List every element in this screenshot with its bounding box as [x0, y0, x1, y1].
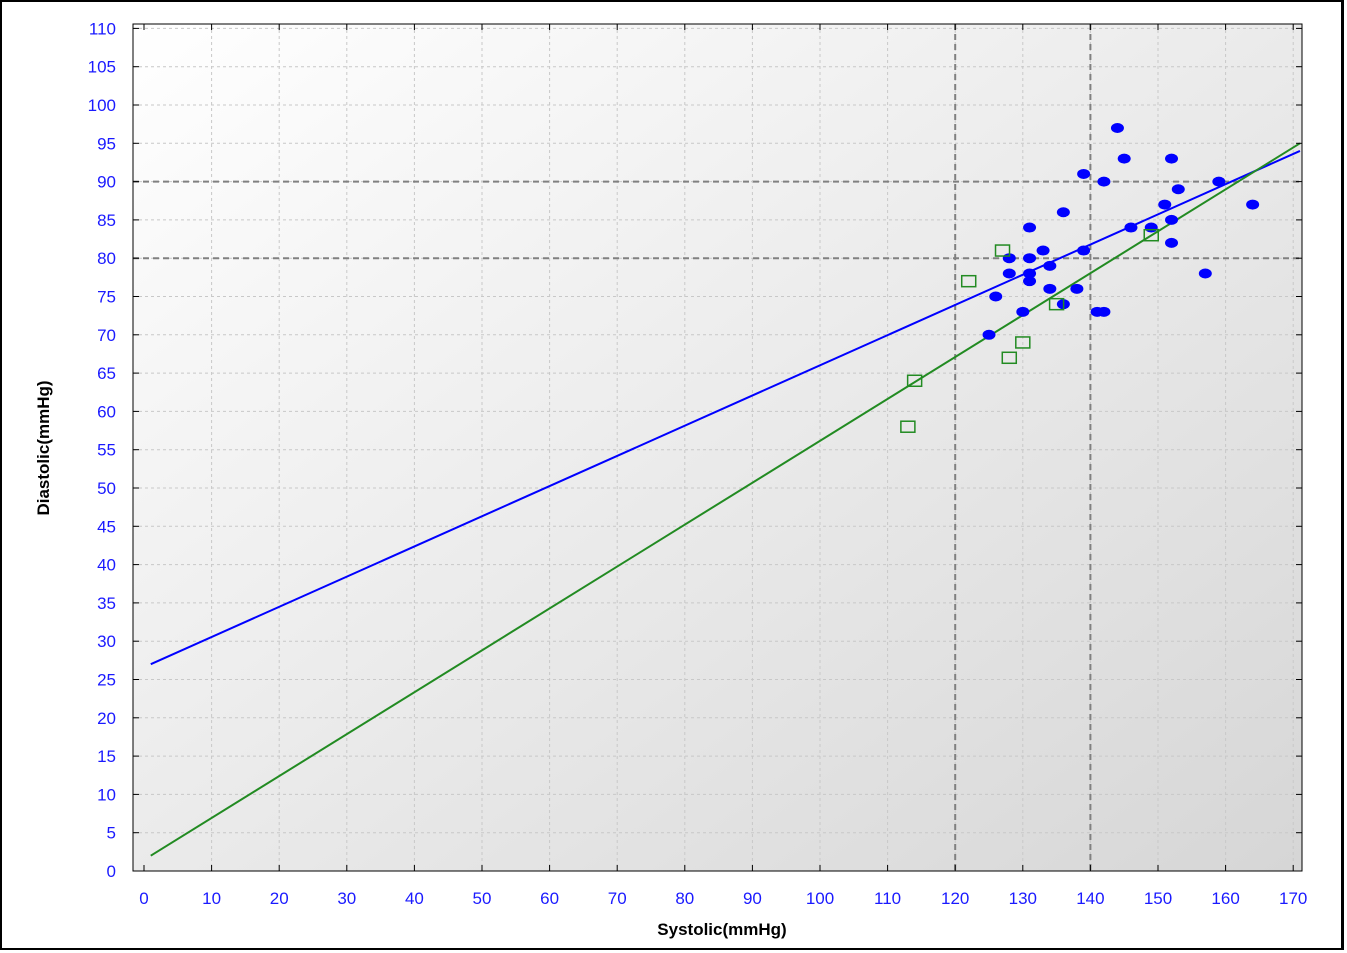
- y-axis-title: Diastolic(mmHg): [34, 380, 53, 515]
- point-square: [1048, 297, 1065, 311]
- y-tick-label: 35: [97, 594, 116, 613]
- x-tick-label: 130: [1009, 889, 1037, 908]
- trend-line: [150, 142, 1301, 857]
- x-tick-label: 40: [405, 889, 424, 908]
- x-axis-title: Systolic(mmHg): [657, 920, 786, 939]
- point-circle: [989, 291, 1003, 302]
- point-square: [906, 374, 923, 388]
- point-circle: [1144, 222, 1158, 233]
- y-tick-label: 5: [107, 824, 116, 843]
- point-circle: [1097, 306, 1111, 317]
- data-points: [900, 122, 1260, 433]
- point-circle: [1097, 176, 1111, 187]
- x-tick-label: 10: [202, 889, 221, 908]
- axes: 0 10 20 30 40 50 60 70 80 90 100 110 120 130 140 150 160…: [88, 19, 1308, 908]
- x-tick-label: 100: [806, 889, 834, 908]
- trend-line: [150, 150, 1301, 666]
- y-tick-label: 65: [97, 364, 116, 383]
- point-circle: [1198, 268, 1212, 279]
- y-tick-label: 100: [88, 96, 116, 115]
- x-tick-label: 110: [874, 889, 901, 908]
- point-circle: [1023, 276, 1037, 287]
- y-tick-label: 40: [97, 556, 116, 575]
- y-tick-label: 45: [97, 517, 116, 536]
- y-tick-label: 25: [97, 671, 116, 690]
- y-tick-label: 15: [97, 747, 116, 766]
- x-tick-label: 70: [608, 889, 627, 908]
- point-circle: [1043, 260, 1057, 271]
- plot-area: [132, 23, 1303, 872]
- point-square: [1001, 351, 1018, 365]
- x-tick-label: 50: [473, 889, 492, 908]
- x-tick-label: 30: [337, 889, 356, 908]
- point-circle: [1212, 176, 1226, 187]
- y-tick-label: 95: [97, 134, 116, 153]
- point-circle: [1158, 199, 1172, 210]
- point-circle: [1043, 283, 1057, 294]
- reference-lines: [133, 24, 1302, 871]
- x-tick-label: 140: [1076, 889, 1104, 908]
- point-circle: [1110, 122, 1124, 133]
- point-circle: [1023, 268, 1037, 279]
- y-tick-label: 75: [97, 288, 116, 307]
- y-tick-label: 70: [97, 326, 116, 345]
- point-circle: [1246, 199, 1260, 210]
- point-square: [1143, 228, 1159, 242]
- point-circle: [1056, 207, 1070, 218]
- point-circle: [1165, 214, 1179, 225]
- point-circle: [1016, 306, 1030, 317]
- y-tick-label: 55: [97, 441, 116, 460]
- point-circle: [1117, 153, 1131, 164]
- trend-lines: [150, 142, 1301, 857]
- x-tick-label: 170: [1279, 889, 1307, 908]
- point-circle: [1077, 245, 1091, 256]
- point-circle: [1165, 237, 1179, 248]
- point-circle: [1124, 222, 1138, 233]
- point-circle: [1002, 268, 1016, 279]
- y-tick-label: 90: [97, 173, 116, 192]
- x-tick-label: 150: [1144, 889, 1172, 908]
- y-tick-label: 20: [97, 709, 116, 728]
- y-tick-label: 10: [97, 785, 116, 804]
- plot-border: [132, 23, 1303, 872]
- point-circle: [1023, 222, 1037, 233]
- y-tick-label: 85: [97, 211, 116, 230]
- x-tick-label: 80: [675, 889, 694, 908]
- point-circle: [1070, 283, 1084, 294]
- point-circle: [1023, 253, 1037, 264]
- y-tick-label: 0: [107, 862, 116, 881]
- x-tick-label: 120: [941, 889, 969, 908]
- point-square: [994, 244, 1011, 257]
- x-tick-label: 90: [743, 889, 762, 908]
- x-tick-label: 160: [1211, 889, 1239, 908]
- point-circle: [982, 329, 996, 340]
- point-circle: [1165, 153, 1179, 164]
- x-tick-label: 60: [540, 889, 559, 908]
- x-tick-label: 20: [270, 889, 289, 908]
- y-tick-label: 80: [97, 249, 116, 268]
- point-circle: [1036, 245, 1050, 256]
- point-circle: [1171, 184, 1185, 195]
- y-tick-label: 30: [97, 632, 116, 651]
- y-tick-label: 110: [89, 19, 116, 38]
- y-tick-label: 60: [97, 402, 116, 421]
- point-square: [1015, 336, 1031, 349]
- x-tick-label: 0: [139, 889, 148, 908]
- point-square: [900, 420, 916, 433]
- point-circle: [1077, 168, 1091, 179]
- y-tick-label: 105: [88, 58, 116, 77]
- point-square: [960, 274, 977, 288]
- y-tick-label: 50: [97, 479, 116, 498]
